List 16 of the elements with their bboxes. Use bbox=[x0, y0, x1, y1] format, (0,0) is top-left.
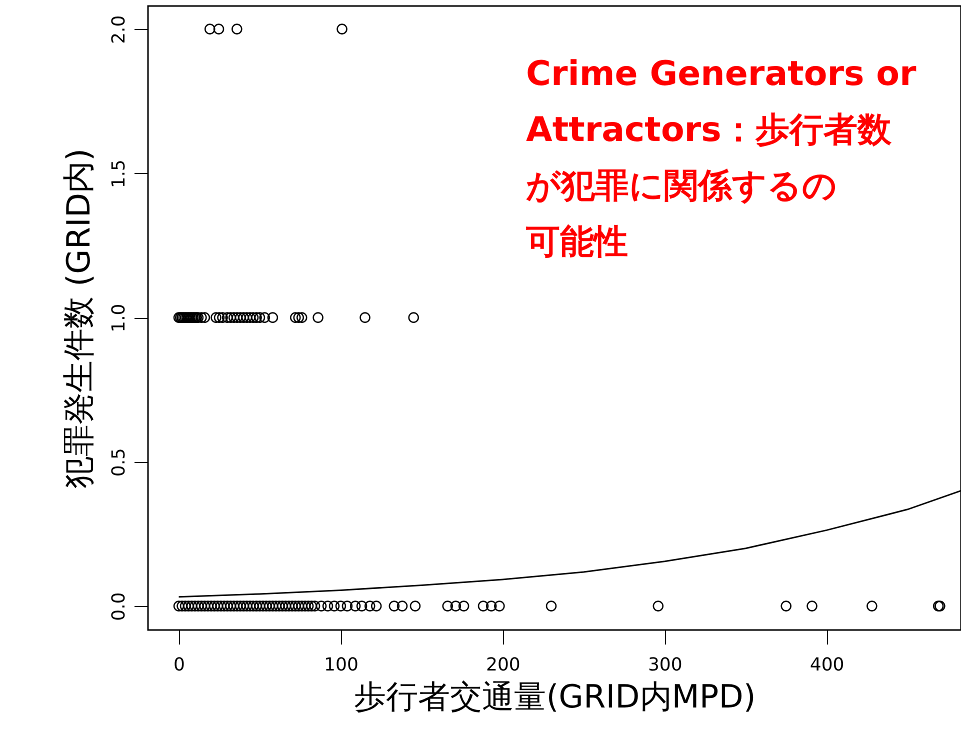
x-axis-title: 歩行者交通量(GRID内MPD) bbox=[354, 678, 756, 716]
y-tick-label: 1.0 bbox=[108, 304, 130, 332]
annotation: 可能性 bbox=[525, 222, 628, 262]
annotation: Crime Generators or bbox=[526, 54, 916, 94]
x-tick-label: 400 bbox=[810, 654, 844, 676]
x-tick-label: 200 bbox=[486, 654, 520, 676]
y-tick-label: 2.0 bbox=[108, 15, 130, 44]
annotation: Attractors：歩行者数 bbox=[526, 110, 892, 150]
annotation: が犯罪に関係するの bbox=[526, 166, 837, 206]
y-tick-label: 1.5 bbox=[108, 160, 130, 188]
y-axis-title: 犯罪発生件数 (GRID内) bbox=[60, 148, 98, 489]
x-tick-label: 0 bbox=[174, 654, 185, 676]
x-tick-label: 300 bbox=[648, 654, 682, 676]
y-tick-label: 0.5 bbox=[108, 448, 130, 477]
y-tick-label: 0.0 bbox=[108, 592, 130, 621]
x-tick-label: 100 bbox=[324, 654, 358, 676]
